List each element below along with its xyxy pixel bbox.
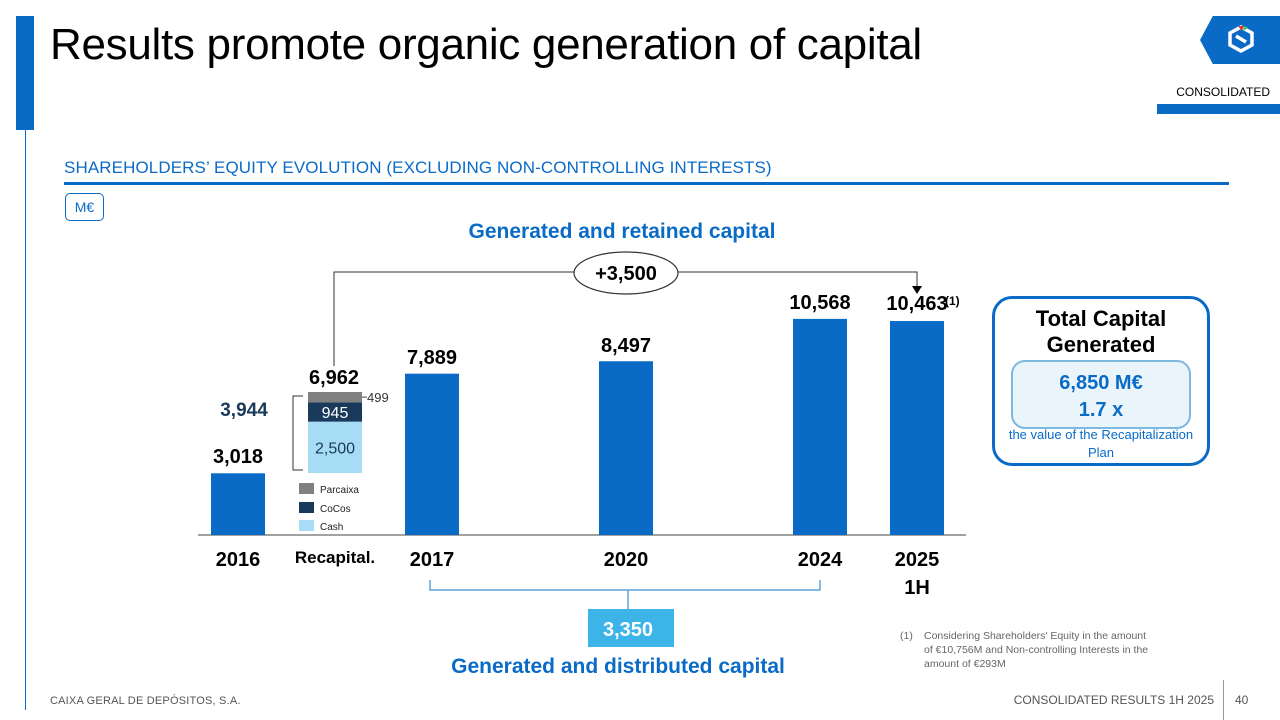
category-label-2025: 2025 xyxy=(895,549,940,571)
total-capital-note: the value of the Recapitalization Plan xyxy=(1008,427,1194,460)
total-capital-box: Total Capital Generated 6,850 M€ 1.7 x t… xyxy=(992,296,1210,466)
category-label-2017: 2017 xyxy=(410,549,455,571)
stack-bracket xyxy=(292,395,303,471)
footer-report: CONSOLIDATED RESULTS 1H 2025 xyxy=(1013,693,1214,707)
distributed-title: Generated and distributed capital xyxy=(451,655,785,678)
page-number: 40 xyxy=(1235,693,1249,707)
distributed-box xyxy=(588,609,674,647)
bar-2017 xyxy=(405,373,459,535)
bar-2016 xyxy=(211,473,265,535)
distributed-bracket xyxy=(429,580,821,591)
value-label-2017: 7,889 xyxy=(407,347,457,369)
category-label-2024: 2024 xyxy=(798,549,843,571)
legend-swatch-cocos xyxy=(299,502,314,513)
category-label-recapital: Recapital. xyxy=(295,548,375,567)
category-label-1h: 1H xyxy=(904,577,930,599)
legend-label-cocos: CoCos xyxy=(320,504,351,515)
retained-title: Generated and retained capital xyxy=(469,220,776,243)
stack-label-parcaixa: 499 xyxy=(367,390,389,405)
category-label-2020: 2020 xyxy=(604,549,649,571)
legend-label-cash: Cash xyxy=(320,522,343,533)
total-capital-inner: 6,850 M€ 1.7 x xyxy=(1011,360,1191,429)
stack-segment-cocos xyxy=(308,402,362,422)
distributed-value: 3,350 xyxy=(603,619,653,641)
value-label-recapital: 6,962 xyxy=(309,367,359,389)
stack-total-label: 3,944 xyxy=(220,400,268,421)
page-title: Results promote organic generation of ca… xyxy=(50,20,922,69)
bar-2025-1h xyxy=(890,321,944,535)
footnote: (1) Considering Shareholders' Equity in … xyxy=(900,629,1150,671)
footer-separator xyxy=(1223,680,1224,720)
total-capital-amount: 6,850 M€ xyxy=(1059,372,1143,394)
value-label-2020: 8,497 xyxy=(601,335,651,357)
consolidated-tag: CONSOLIDATED xyxy=(1176,85,1270,99)
legend-swatch-cash xyxy=(299,520,314,531)
stack-label-cash: 2,500 xyxy=(315,440,355,457)
total-capital-values: 6,850 M€ 1.7 x xyxy=(1013,370,1189,424)
bar-2020 xyxy=(599,361,653,535)
category-label-2016: 2016 xyxy=(216,549,261,571)
stack-segment-parcaixa xyxy=(308,392,362,403)
consolidated-bar xyxy=(1157,104,1280,114)
value-label-2016: 3,018 xyxy=(213,446,263,468)
retained-arrowhead xyxy=(912,286,922,294)
legend-swatch-parcaixa xyxy=(299,483,314,494)
footnote-text: Considering Shareholders' Equity in the … xyxy=(924,630,1149,670)
footer-company: CAIXA GERAL DE DEPÓSITOS, S.A. xyxy=(50,695,241,707)
accent-bar xyxy=(16,16,34,130)
total-capital-title: Total Capital Generated xyxy=(1035,306,1167,357)
section-divider xyxy=(64,182,1229,185)
footnote-mark: (1) xyxy=(900,630,913,642)
stack-segment-cash xyxy=(308,421,362,473)
bar-2024 xyxy=(793,318,847,535)
legend-label-parcaixa: Parcaixa xyxy=(320,485,359,496)
retained-badge xyxy=(573,251,679,295)
value-label-2024: 10,568 xyxy=(789,292,850,314)
total-capital-multiple: 1.7 x xyxy=(1078,399,1124,421)
value-label-2025-1h: 10,463 xyxy=(886,293,947,315)
stack-label-cocos: 945 xyxy=(322,405,349,422)
unit-badge: M€ xyxy=(65,193,104,221)
retained-value: +3,500 xyxy=(595,263,657,285)
footnote-marker-label: (1) xyxy=(945,294,960,308)
left-divider xyxy=(25,130,26,710)
cgd-logo-icon xyxy=(1200,16,1280,64)
section-title: SHAREHOLDERS’ EQUITY EVOLUTION (EXCLUDIN… xyxy=(64,158,772,177)
